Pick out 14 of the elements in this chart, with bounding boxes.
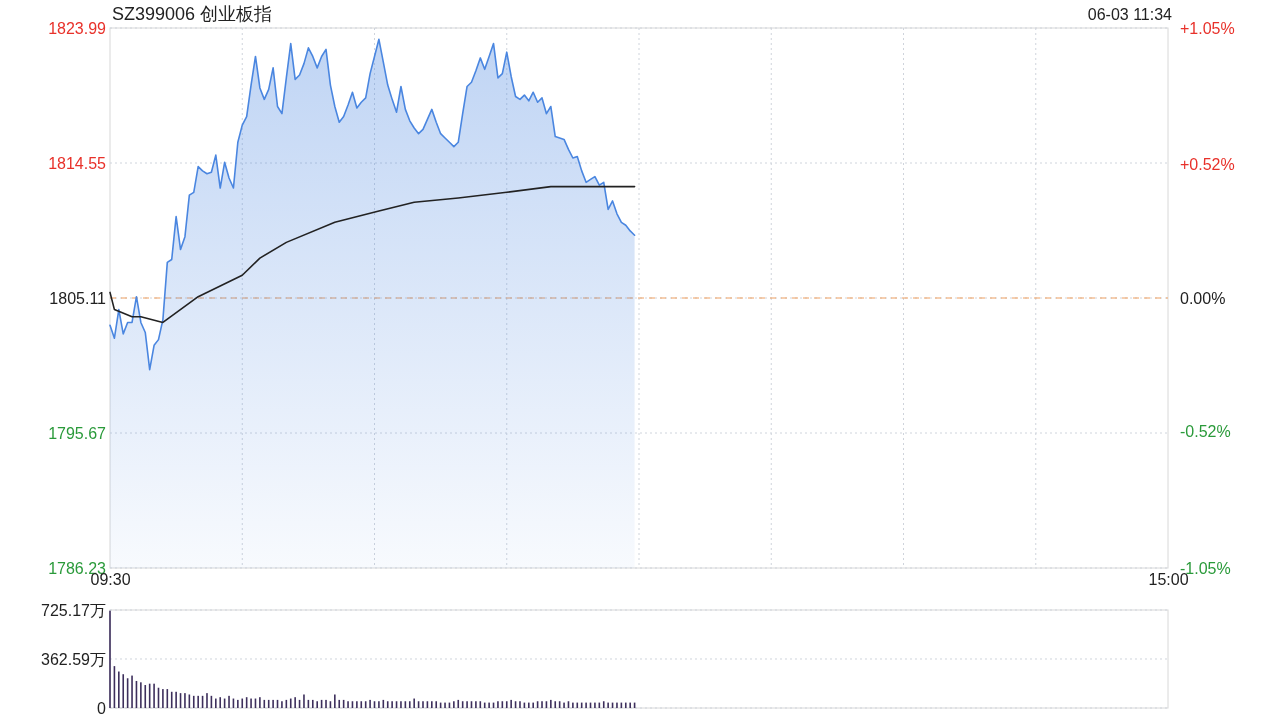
y-tick-label: 0 bbox=[97, 699, 107, 717]
y-tick-label: 1795.67 bbox=[48, 424, 107, 442]
y2-tick-label: +0.52% bbox=[1180, 155, 1235, 173]
text: 06-03 11:34 bbox=[1087, 6, 1173, 23]
chart-title: SZ399006 创业板指 bbox=[112, 4, 273, 24]
y-tick-label: 1814.55 bbox=[48, 154, 107, 172]
y2-tick-label: +1.05% bbox=[1180, 19, 1235, 37]
line-series bbox=[109, 185, 636, 324]
y2-tick-label: 0.00% bbox=[1180, 289, 1226, 307]
y-tick-label: 1823.99 bbox=[48, 19, 107, 37]
y-tick-label: 1805.11 bbox=[49, 289, 107, 307]
y2-tick-label: -0.52% bbox=[1180, 423, 1231, 441]
y-tick-label: 362.59万 bbox=[41, 650, 106, 668]
y-tick-label: 725.17万 bbox=[41, 601, 106, 619]
